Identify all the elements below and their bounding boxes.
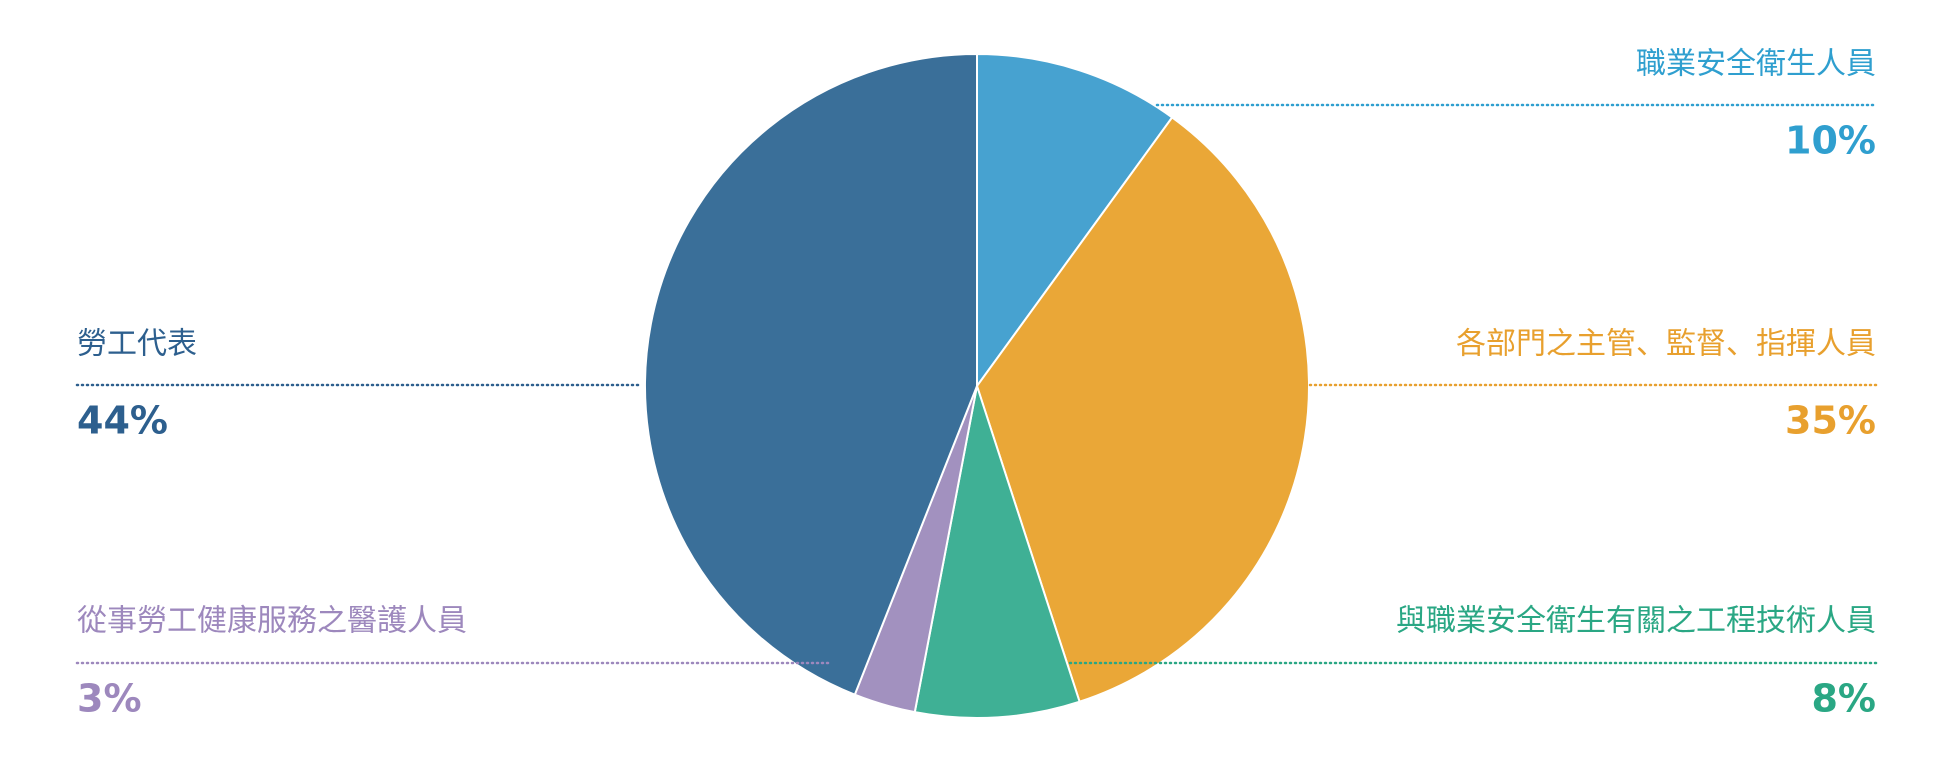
- slice-value: 44%: [77, 399, 168, 443]
- slice-label: 從事勞工健康服務之醫護人員: [77, 604, 467, 639]
- slice-label: 各部門之主管、監督、指揮人員: [1456, 327, 1876, 362]
- pie-slice: [913, 385, 1081, 719]
- pie-slice: [976, 52, 1174, 390]
- slice-value: 3%: [77, 677, 142, 721]
- slice-label: 職業安全衛生人員: [1636, 47, 1876, 82]
- pie-slice: [975, 116, 1310, 704]
- pie-slice: [644, 52, 978, 696]
- slice-value: 10%: [1785, 119, 1876, 163]
- slice-value: 8%: [1811, 677, 1876, 721]
- slice-label: 與職業安全衛生有關之工程技術人員: [1396, 604, 1876, 639]
- slice-label: 勞工代表: [77, 327, 197, 362]
- slice-value: 35%: [1785, 399, 1876, 443]
